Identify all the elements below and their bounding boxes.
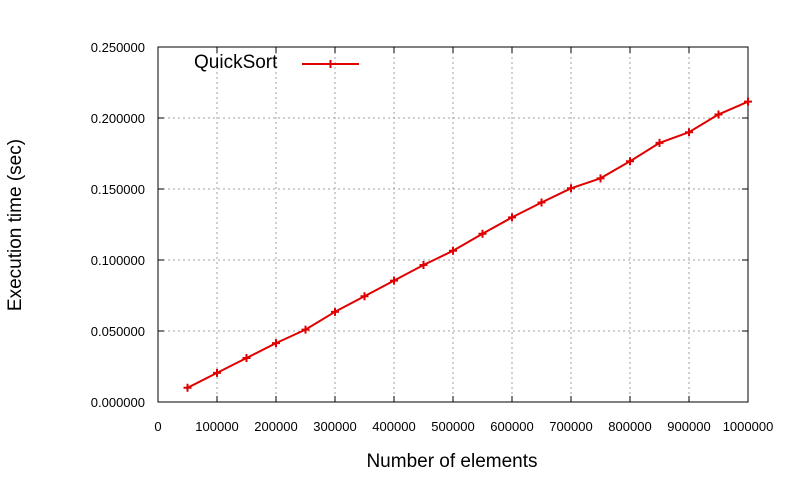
data-point xyxy=(390,276,398,285)
x-tick-label: 400000 xyxy=(372,419,415,434)
x-tick-label: 900000 xyxy=(667,419,710,434)
data-point xyxy=(508,213,516,222)
series-layer xyxy=(183,97,752,392)
data-point xyxy=(744,97,752,106)
data-point xyxy=(685,128,693,137)
y-axis-title: Execution time (sec) xyxy=(5,139,26,311)
x-tick-label: 600000 xyxy=(490,419,533,434)
data-point xyxy=(360,292,369,301)
data-point xyxy=(714,110,723,119)
data-point xyxy=(272,339,280,348)
y-tick-labels: 0.000000 0.050000 0.100000 0.150000 0.200000… xyxy=(91,40,145,410)
data-point xyxy=(213,368,221,377)
data-point xyxy=(596,174,605,183)
y-tick-label: 0.000000 xyxy=(91,395,145,410)
data-point xyxy=(449,246,457,255)
y-tick-label: 0.150000 xyxy=(91,182,145,197)
axis-ticks xyxy=(157,46,749,403)
x-tick-label: 1000000 xyxy=(723,419,774,434)
x-tick-label: 100000 xyxy=(195,419,238,434)
x-tick-label: 500000 xyxy=(431,419,474,434)
legend: QuickSort xyxy=(194,52,359,73)
data-point xyxy=(183,383,192,392)
x-tick-label: 300000 xyxy=(313,419,356,434)
data-point xyxy=(537,198,546,207)
x-axis-title: Number of elements xyxy=(366,451,537,472)
data-point xyxy=(301,325,310,334)
y-tick-label: 0.200000 xyxy=(91,111,145,126)
legend-label: QuickSort xyxy=(194,52,278,73)
data-point xyxy=(331,307,339,316)
y-tick-label: 0.050000 xyxy=(91,324,145,339)
data-point xyxy=(419,260,428,269)
series-line-0 xyxy=(187,100,749,389)
data-point xyxy=(242,353,251,362)
data-point xyxy=(567,184,575,193)
data-point xyxy=(626,157,634,166)
data-point xyxy=(478,229,487,238)
y-tick-label: 0.250000 xyxy=(91,40,145,55)
y-tick-label: 0.100000 xyxy=(91,253,145,268)
x-tick-label: 200000 xyxy=(254,419,297,434)
x-tick-labels: 0 100000 200000 300000 400000 500000 600000 700… xyxy=(154,419,773,434)
legend-marker xyxy=(326,60,335,68)
legend-sample-line xyxy=(302,60,359,68)
grid-lines xyxy=(158,47,748,402)
x-tick-label: 700000 xyxy=(549,419,592,434)
data-point xyxy=(655,138,664,147)
x-tick-label: 0 xyxy=(154,419,161,434)
x-tick-label: 800000 xyxy=(608,419,651,434)
